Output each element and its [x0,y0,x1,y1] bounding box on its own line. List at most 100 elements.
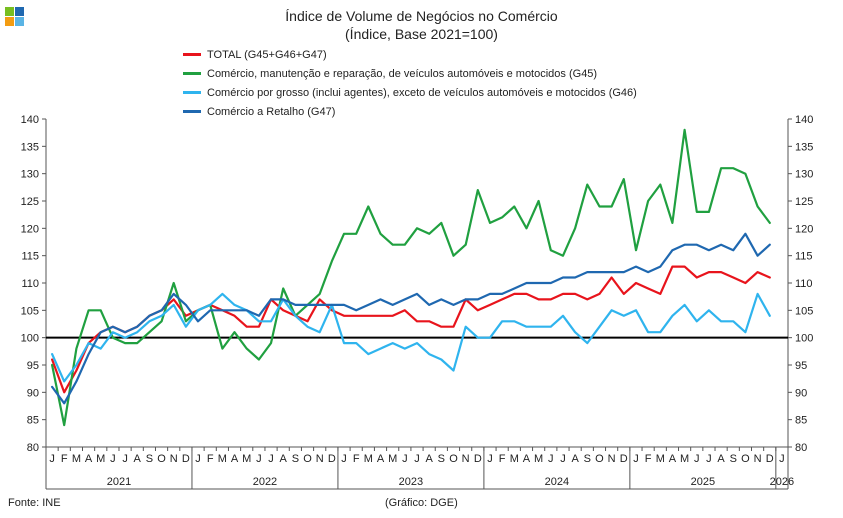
x-month-label: A [571,453,579,465]
y-tick-label-right: 120 [795,223,813,235]
x-year-label: 2024 [545,476,569,488]
y-tick-label-left: 80 [27,442,39,454]
x-month-label: A [280,453,288,465]
x-month-label: J [402,453,408,465]
legend-item: Comércio a Retalho (G47) [183,102,637,121]
x-month-label: J [122,453,128,465]
x-month-label: J [548,453,554,465]
x-month-label: J [414,453,420,465]
legend-item: Comércio, manutenção e reparação, de veí… [183,64,637,83]
y-tick-label-right: 105 [795,305,813,317]
y-tick-label-left: 90 [27,387,39,399]
x-month-label: D [620,453,628,465]
logo-square-lightblue [15,17,24,26]
x-month-label: J [195,453,201,465]
x-month-label: O [741,453,750,465]
y-tick-label-right: 125 [795,196,813,208]
legend-item: TOTAL (G45+G46+G47) [183,45,637,64]
y-tick-label-left: 100 [21,333,39,345]
y-tick-label-right: 80 [795,442,807,454]
legend-swatch [183,91,201,94]
logo-square-orange [5,17,14,26]
y-tick-label-right: 95 [795,360,807,372]
legend-label: TOTAL (G45+G46+G47) [207,48,327,61]
x-month-label: S [292,453,299,465]
series-line [50,292,771,383]
x-year-label: 2021 [107,476,131,488]
legend-swatch [183,110,201,113]
y-tick-label-left: 120 [21,223,39,235]
x-month-label: D [474,453,482,465]
y-tick-label-left: 130 [21,169,39,181]
y-tick-label-left: 105 [21,305,39,317]
x-month-label: N [608,453,616,465]
x-month-label: F [645,453,652,465]
legend-item: Comércio por grosso (inclui agentes), ex… [183,83,637,102]
x-month-label: J [341,453,347,465]
chart-title: Índice de Volume de Negócios no Comércio [285,8,558,24]
x-month-label: J [633,453,639,465]
x-month-label: A [669,453,677,465]
x-month-label: S [584,453,591,465]
logo-square-blue [15,7,24,16]
x-month-label: D [182,453,190,465]
x-month-label: S [438,453,445,465]
x-month-label: N [462,453,470,465]
x-month-label: F [353,453,360,465]
y-tick-label-left: 110 [21,278,39,290]
y-tick-label-right: 135 [795,141,813,153]
x-month-label: A [85,453,93,465]
y-tick-label-right: 115 [795,251,813,263]
x-month-label: J [110,453,116,465]
legend-label: Comércio a Retalho (G47) [207,105,336,118]
x-month-label: M [364,453,373,465]
x-month-label: O [595,453,604,465]
x-month-label: D [328,453,336,465]
x-month-label: O [449,453,458,465]
x-month-label: J [49,453,55,465]
x-month-label: M [534,453,543,465]
x-month-label: A [231,453,239,465]
x-month-label: A [523,453,531,465]
x-month-label: F [61,453,68,465]
x-month-label: N [754,453,762,465]
series-line [50,128,771,427]
source-note: Fonte: INE [8,497,61,509]
y-tick-label-left: 140 [21,114,39,126]
legend-label: Comércio, manutenção e reparação, de veí… [207,67,598,80]
chart-subtitle: (Índice, Base 2021=100) [345,26,498,42]
x-year-label: 2022 [253,476,277,488]
y-tick-label-left: 125 [21,196,39,208]
x-month-label: A [134,453,142,465]
x-month-label: A [377,453,385,465]
x-month-label: D [766,453,774,465]
x-month-label: O [303,453,312,465]
x-month-label: J [779,453,785,465]
x-month-label: M [242,453,251,465]
x-month-label: J [268,453,274,465]
y-tick-label-right: 90 [795,387,807,399]
x-month-label: S [730,453,737,465]
legend-swatch [183,72,201,75]
legend-label: Comércio por grosso (inclui agentes), ex… [207,86,637,99]
series-line [50,232,771,405]
x-month-label: A [717,453,725,465]
legend: TOTAL (G45+G46+G47) Comércio, manutenção… [183,45,637,121]
y-tick-label-right: 85 [795,415,807,427]
x-month-label: M [218,453,227,465]
logo-square-green [5,7,14,16]
y-tick-label-left: 95 [27,360,39,372]
x-month-label: M [96,453,105,465]
legend-swatch [183,53,201,56]
x-month-label: M [388,453,397,465]
x-month-label: F [207,453,214,465]
x-month-label: A [425,453,433,465]
y-tick-label-right: 140 [795,114,813,126]
x-month-label: M [680,453,689,465]
x-month-label: F [499,453,506,465]
y-tick-label-right: 110 [795,278,813,290]
x-month-label: J [560,453,566,465]
x-month-label: S [146,453,153,465]
credit-note: (Gráfico: DGE) [385,497,458,509]
y-tick-label-left: 135 [21,141,39,153]
